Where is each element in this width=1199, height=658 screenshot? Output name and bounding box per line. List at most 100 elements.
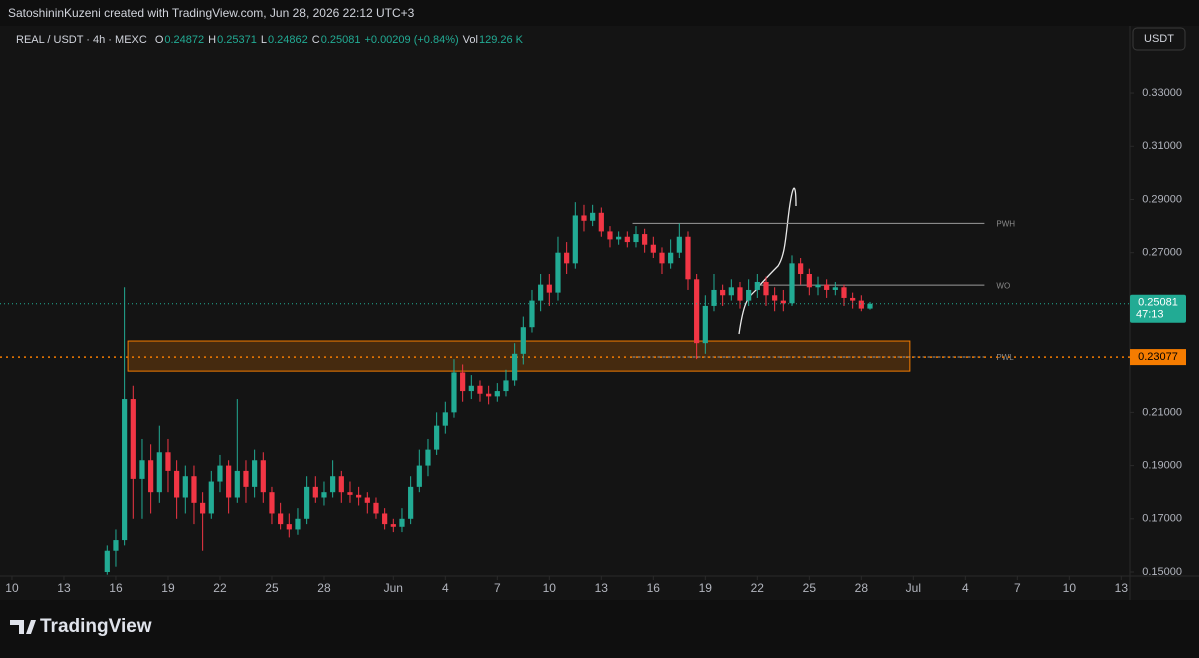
- candle-body: [208, 481, 214, 514]
- candle-body: [503, 380, 509, 392]
- candle-body: [581, 215, 587, 221]
- candle-body: [824, 284, 830, 290]
- candle-body: [572, 215, 578, 264]
- candle-body: [806, 273, 812, 288]
- x-tick-label: Jul: [906, 581, 921, 595]
- candle-body: [616, 236, 622, 240]
- candle-body: [607, 231, 613, 240]
- candle-body: [694, 279, 700, 344]
- candle-body: [772, 295, 778, 301]
- x-tick-label: 4: [442, 581, 449, 595]
- legend-text: 0.24862: [268, 34, 308, 46]
- candle-body: [650, 244, 656, 253]
- x-tick-label: 25: [803, 581, 817, 595]
- candle-body: [269, 492, 275, 514]
- candle-body: [538, 284, 544, 301]
- level-label: WO: [996, 281, 1010, 290]
- legend-text: Vol: [463, 34, 478, 46]
- candle-body: [633, 234, 639, 243]
- currency-button-label[interactable]: USDT: [1144, 33, 1174, 45]
- y-tick-label: 0.27000: [1142, 247, 1182, 259]
- candle-body: [841, 287, 847, 298]
- x-tick-label: Jun: [384, 581, 403, 595]
- y-tick-label: 0.17000: [1142, 513, 1182, 525]
- x-tick-label: 16: [647, 581, 661, 595]
- candle-body: [529, 300, 535, 328]
- x-tick-label: 28: [317, 581, 331, 595]
- candle-body: [130, 399, 136, 479]
- candle-body: [468, 385, 474, 392]
- candle-body: [720, 289, 726, 296]
- x-tick-label: 13: [1115, 581, 1129, 595]
- candle-body: [113, 540, 119, 551]
- x-tick-label: 19: [699, 581, 713, 595]
- candle-body: [312, 486, 318, 498]
- candle-body: [789, 263, 795, 304]
- candle-body: [286, 524, 292, 530]
- currency-button[interactable]: [1132, 27, 1186, 51]
- candle-body: [477, 385, 483, 394]
- candle-body: [243, 470, 249, 487]
- candle-body: [494, 391, 500, 397]
- candle-body: [434, 425, 440, 450]
- candle-body: [598, 212, 604, 232]
- x-tick-label: 25: [265, 581, 279, 595]
- zone: [127, 340, 911, 372]
- last-price-label: 0.25081: [1138, 297, 1178, 309]
- candle-body: [347, 492, 353, 495]
- candle-body: [425, 449, 431, 466]
- candle-body: [711, 289, 717, 306]
- legend-text: L: [261, 34, 267, 46]
- logo-text: TradingView: [40, 616, 152, 637]
- legend-text: 0.24872: [164, 34, 204, 46]
- candle-body: [624, 236, 630, 243]
- y-tick-label: 0.31000: [1142, 140, 1182, 152]
- x-tick-label: 10: [1063, 581, 1077, 595]
- attribution: SatoshininKuzeni created with TradingVie…: [8, 6, 415, 20]
- candle-body: [295, 518, 301, 530]
- y-tick-label: 0.33000: [1142, 87, 1182, 99]
- x-tick-label: 13: [595, 581, 609, 595]
- candle-body: [867, 303, 873, 309]
- candle-body: [278, 513, 284, 525]
- marked-price-label: 0.23077: [1138, 351, 1178, 363]
- candle-body: [338, 476, 344, 493]
- legend-text: 0.25081: [321, 34, 361, 46]
- candle-body: [408, 486, 414, 519]
- candle-body: [546, 284, 552, 293]
- candle-body: [564, 252, 570, 264]
- x-tick-label: 22: [751, 581, 765, 595]
- last-price-badge: [1130, 294, 1186, 323]
- candle-body: [373, 502, 379, 514]
- x-tick-label: 10: [543, 581, 557, 595]
- level-label: PWL: [996, 353, 1014, 362]
- candle-body: [832, 287, 838, 290]
- logo-icon: [10, 620, 36, 634]
- candle-body: [780, 300, 786, 304]
- legend-text: 0.25371: [217, 34, 257, 46]
- candle-body: [590, 212, 596, 221]
- candle-body: [321, 492, 327, 498]
- logo: TradingView: [10, 616, 152, 637]
- candle-body: [390, 524, 396, 527]
- level-label: PWH: [996, 220, 1015, 229]
- candle-body: [746, 289, 752, 301]
- legend-text: REAL / USDT · 4h · MEXC: [16, 34, 147, 46]
- x-tick-label: 10: [5, 581, 19, 595]
- candle-body: [156, 452, 162, 493]
- candle-body: [182, 476, 188, 498]
- candle-body: [798, 263, 804, 274]
- candle-body: [815, 284, 821, 288]
- legend-text: O: [155, 34, 164, 46]
- y-tick-label: 0.15000: [1142, 566, 1182, 578]
- candle-body: [442, 412, 448, 426]
- candle-body: [659, 252, 665, 264]
- candle-body: [642, 234, 648, 245]
- candle-body: [382, 513, 388, 525]
- candle-body: [104, 550, 110, 573]
- legend-text: 129.26 K: [479, 34, 524, 46]
- candle-body: [486, 393, 492, 397]
- candle-body: [148, 460, 154, 493]
- x-tick-label: 4: [962, 581, 969, 595]
